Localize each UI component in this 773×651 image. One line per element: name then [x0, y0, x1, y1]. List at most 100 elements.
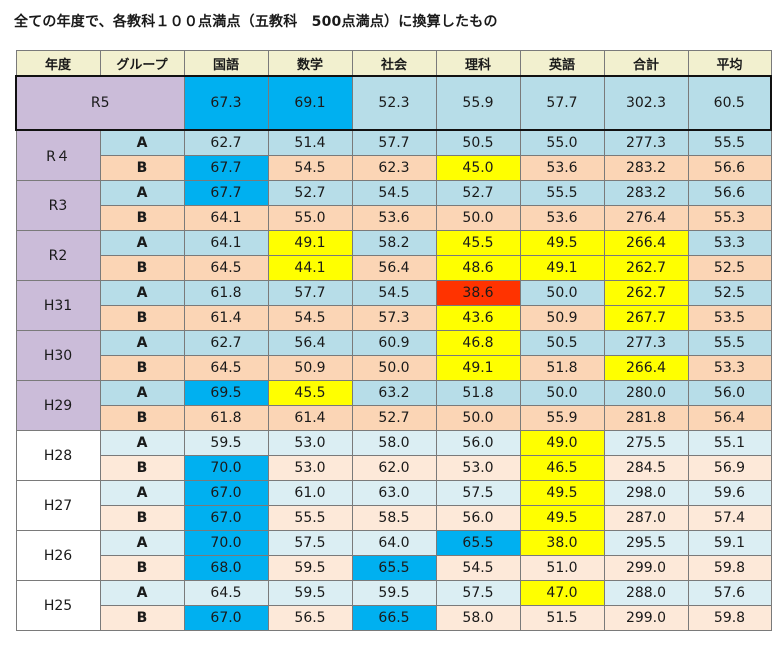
total-cell: 276.4 [603, 205, 689, 231]
science-cell: 38.6 [435, 280, 521, 306]
japanese-cell: 59.5 [183, 430, 269, 456]
table-row: H27 A 67.0 61.0 63.0 57.5 49.5 298.0 59.6 [15, 480, 772, 531]
year-cell: R3 [15, 180, 101, 231]
social-cell: 52.3 [351, 75, 437, 131]
year-cell: H25 [15, 580, 101, 631]
total-cell: 277.3 [603, 330, 689, 356]
header-english: 英語 [519, 50, 605, 77]
japanese-cell: 67.0 [183, 480, 269, 506]
english-cell: 55.0 [519, 129, 605, 156]
total-cell: 262.7 [603, 280, 689, 306]
japanese-cell: 64.5 [183, 255, 269, 281]
science-cell: 57.5 [435, 480, 521, 506]
total-cell: 284.5 [603, 455, 689, 481]
total-cell: 283.2 [603, 155, 689, 181]
total-cell: 283.2 [603, 180, 689, 206]
japanese-cell: 61.4 [183, 305, 269, 331]
social-cell: 57.7 [351, 129, 437, 156]
table-row: B 67.0 56.5 66.5 58.0 51.5 299.0 59.8 [16, 605, 772, 631]
group-cell: B [99, 605, 185, 631]
english-cell: 51.5 [519, 605, 605, 631]
science-cell: 56.0 [435, 430, 521, 456]
science-cell: 48.6 [435, 255, 521, 281]
math-cell: 55.5 [267, 505, 353, 531]
science-cell: 50.5 [435, 129, 521, 156]
japanese-cell: 67.3 [183, 75, 269, 131]
group-cell: A [99, 580, 185, 606]
social-cell: 64.0 [351, 530, 437, 556]
english-cell: 49.5 [519, 480, 605, 506]
total-cell: 302.3 [603, 75, 689, 131]
japanese-cell: 67.0 [183, 505, 269, 531]
social-cell: 58.5 [351, 505, 437, 531]
total-cell: 275.5 [603, 430, 689, 456]
social-cell: 54.5 [351, 280, 437, 306]
japanese-cell: 67.0 [183, 605, 269, 631]
science-cell: 54.5 [435, 555, 521, 581]
math-cell: 56.5 [267, 605, 353, 631]
science-cell: 53.0 [435, 455, 521, 481]
table-row: B 64.5 44.1 56.4 48.6 49.1 262.7 52.5 [16, 255, 772, 281]
average-cell: 55.3 [687, 205, 772, 231]
social-cell: 62.3 [351, 155, 437, 181]
science-cell: 50.0 [435, 405, 521, 431]
average-cell: 56.6 [687, 155, 772, 181]
group-cell: A [99, 280, 185, 306]
average-cell: 52.5 [687, 280, 772, 306]
header-math: 数学 [267, 50, 353, 77]
japanese-cell: 70.0 [183, 530, 269, 556]
english-cell: 51.8 [519, 355, 605, 381]
table-row: B 67.0 55.5 58.5 56.0 49.5 287.0 57.4 [16, 505, 772, 531]
average-cell: 57.6 [687, 580, 772, 606]
english-cell: 47.0 [519, 580, 605, 606]
table-row: H29 A 69.5 45.5 63.2 51.8 50.0 280.0 56.0 [15, 380, 772, 431]
table-row: R3 A 67.7 52.7 54.5 52.7 55.5 283.2 56.6 [15, 180, 772, 231]
japanese-cell: 67.7 [183, 180, 269, 206]
table-row: H30 A 62.7 56.4 60.9 46.8 50.5 277.3 55.5 [15, 330, 772, 381]
english-cell: 53.6 [519, 155, 605, 181]
header-row: 年度 グループ 国語 数学 社会 理科 英語 合計 平均 [15, 50, 772, 77]
science-cell: 55.9 [435, 75, 521, 131]
science-cell: 57.5 [435, 580, 521, 606]
total-cell: 287.0 [603, 505, 689, 531]
total-cell: 267.7 [603, 305, 689, 331]
math-cell: 54.5 [267, 305, 353, 331]
year-cell: R４ [15, 129, 101, 181]
group-cell: A [99, 180, 185, 206]
english-cell: 49.5 [519, 230, 605, 256]
table-row: R４ A 62.7 51.4 57.7 50.5 55.0 277.3 55.5 [15, 129, 772, 181]
total-cell: 280.0 [603, 380, 689, 406]
table-row: B 64.1 55.0 53.6 50.0 53.6 276.4 55.3 [16, 205, 772, 231]
table-row: H26 A 70.0 57.5 64.0 65.5 38.0 295.5 59.1 [15, 530, 772, 581]
math-cell: 57.7 [267, 280, 353, 306]
japanese-cell: 62.7 [183, 129, 269, 156]
math-cell: 53.0 [267, 455, 353, 481]
table-row: B 67.7 54.5 62.3 45.0 53.6 283.2 56.6 [16, 155, 772, 181]
header-total: 合計 [603, 50, 689, 77]
page-title: 全ての年度で、各教科１００点満点（五教科 500点満点）に換算したもの [14, 14, 498, 30]
total-cell: 266.4 [603, 230, 689, 256]
table-row-r5: R5 67.3 69.1 52.3 55.9 57.7 302.3 60.5 [15, 75, 772, 131]
math-cell: 56.4 [267, 330, 353, 356]
japanese-cell: 67.7 [183, 155, 269, 181]
japanese-cell: 64.5 [183, 355, 269, 381]
average-cell: 56.9 [687, 455, 772, 481]
math-cell: 53.0 [267, 430, 353, 456]
group-cell: A [99, 129, 185, 156]
math-cell: 59.5 [267, 555, 353, 581]
english-cell: 55.5 [519, 180, 605, 206]
total-cell: 295.5 [603, 530, 689, 556]
math-cell: 52.7 [267, 180, 353, 206]
group-cell: B [99, 505, 185, 531]
group-cell: B [99, 155, 185, 181]
social-cell: 57.3 [351, 305, 437, 331]
japanese-cell: 64.1 [183, 230, 269, 256]
social-cell: 54.5 [351, 180, 437, 206]
science-cell: 65.5 [435, 530, 521, 556]
english-cell: 50.0 [519, 380, 605, 406]
japanese-cell: 68.0 [183, 555, 269, 581]
total-cell: 266.4 [603, 355, 689, 381]
english-cell: 38.0 [519, 530, 605, 556]
social-cell: 56.4 [351, 255, 437, 281]
japanese-cell: 64.1 [183, 205, 269, 231]
